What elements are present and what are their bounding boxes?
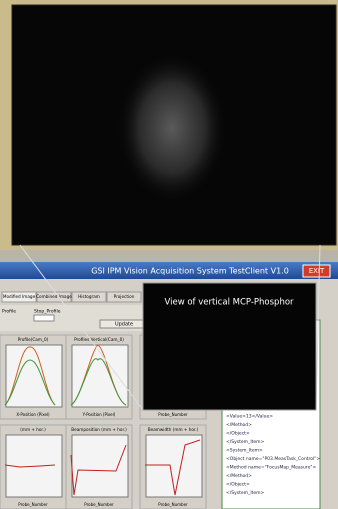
log-line: </System_Item> xyxy=(226,439,265,445)
tab-label: Combined Image xyxy=(36,294,72,299)
log-line: </Object> xyxy=(226,482,250,488)
panel-title: Beamwidth (mm + hor.) xyxy=(148,427,199,432)
tab-label: Histogram xyxy=(78,294,100,299)
axis-label: Probe_Number xyxy=(158,412,188,417)
log-line: <Method name="FocusMap_Measure"> xyxy=(226,465,316,471)
axis-label: Probe_Number xyxy=(158,502,188,507)
log-line: </Method> xyxy=(226,422,252,428)
log-line: </Method> xyxy=(226,473,252,479)
tab-label: Modified Image xyxy=(3,294,36,299)
profile-label: Profile xyxy=(2,309,16,315)
window-title: GSI IPM Vision Acquisition System TestCl… xyxy=(91,267,289,276)
panel-title: Beamposition (mm + hor.) xyxy=(71,427,127,432)
plot-panel: (mm + hor.) Probe_Number xyxy=(0,425,66,509)
plot-panel: Beamposition (mm + hor.) Probe_Number xyxy=(66,425,132,509)
log-line: <Value>13</Value> xyxy=(226,414,273,420)
plot-panel: Profiles Vertical(Cam_0) Y-Position (Pixe… xyxy=(66,335,132,419)
plot-area xyxy=(6,345,62,407)
panel-title: (mm + hor.) xyxy=(20,427,46,432)
axis-label: Probe_Number xyxy=(18,502,48,507)
axis-label: X-Position (Pixel) xyxy=(16,412,50,417)
panel-title: Profiles Vertical(Cam_0) xyxy=(74,337,124,342)
axis-label: Probe_Number xyxy=(84,502,114,507)
page: GSI IPM Vision Acquisition System TestCl… xyxy=(0,0,338,509)
log-line: </Object> xyxy=(226,431,250,437)
tab-label: Projection xyxy=(114,294,135,299)
log-line: <System_Item> xyxy=(226,448,263,454)
exit-label: EXIT xyxy=(309,267,325,275)
menu-strip xyxy=(0,250,338,262)
plot-panel: Profile(Cam_0) X-Position (Pixel) xyxy=(0,335,66,419)
plot-area xyxy=(72,435,128,497)
axis-label: Y-Position (Pixel) xyxy=(82,412,116,417)
log-line: <Object name="P03.MeasTask_Control"> xyxy=(226,456,320,462)
log-line: </System_Item> xyxy=(226,490,265,496)
plot-panel: Beamwidth (mm + hor.) Probe_Number xyxy=(140,425,206,509)
beam-spot xyxy=(117,53,227,203)
stop-profile-label: Stop_Profile xyxy=(34,309,61,315)
stop-profile-input[interactable] xyxy=(34,315,54,321)
overlay-caption: View of vertical MCP-Phosphor xyxy=(164,298,294,308)
panel-title: Profile(Cam_0) xyxy=(18,337,49,342)
update-label: Update xyxy=(115,322,133,328)
